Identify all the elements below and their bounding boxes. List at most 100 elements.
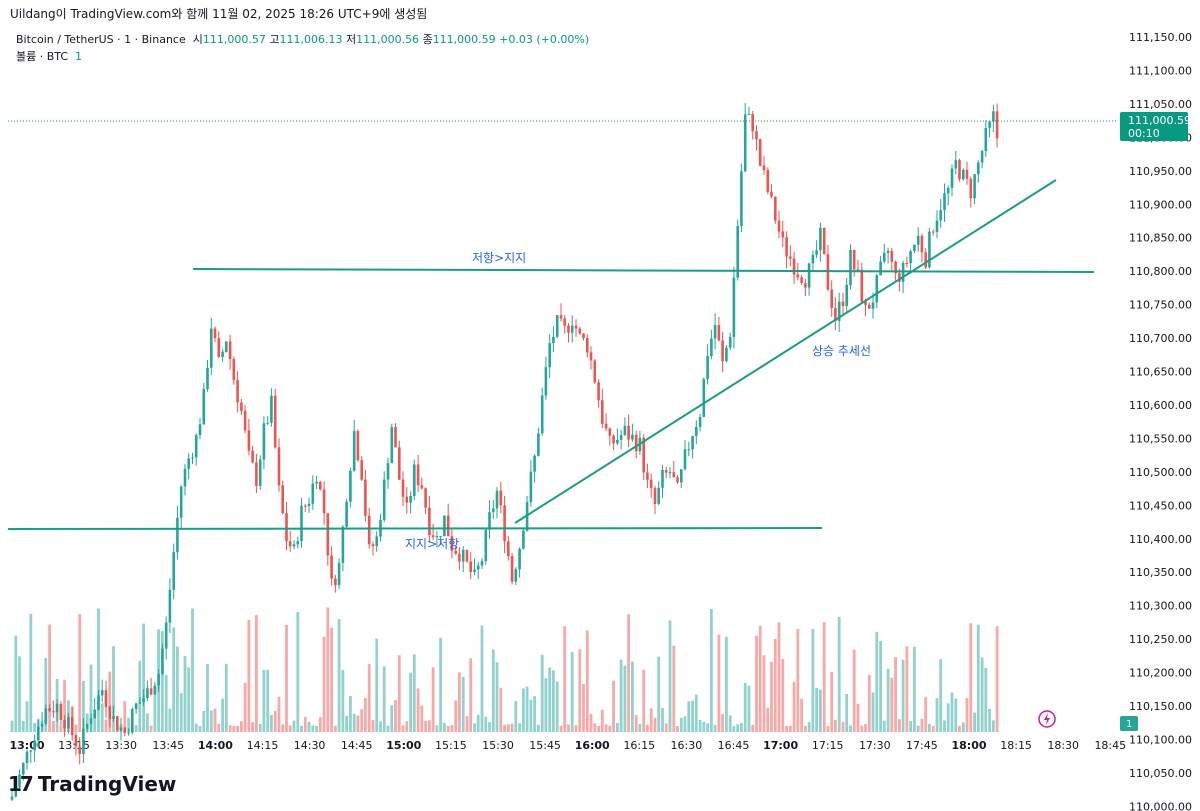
volume-bar xyxy=(522,688,525,732)
volume-bar xyxy=(781,658,785,732)
volume-bar xyxy=(740,723,743,732)
tradingview-logo-icon: 17 xyxy=(8,772,34,796)
candle-body xyxy=(375,536,378,547)
volume-bar xyxy=(379,721,382,732)
volume-bar xyxy=(642,669,646,732)
uptrend-line[interactable] xyxy=(514,179,1057,524)
volume-bar xyxy=(209,710,213,732)
candle-body xyxy=(774,196,777,221)
volume-bar xyxy=(59,725,63,732)
price-tick-label: 111,150.00 xyxy=(1129,31,1192,44)
time-axis[interactable]: 13:00 13:15 13:30 13:45 14:00 14:15 14:30 14:45… xyxy=(9,739,1126,752)
candle-body xyxy=(702,379,706,417)
support-resistance-annotation[interactable]: 지지>저항 xyxy=(405,537,459,551)
candle-body xyxy=(153,685,157,695)
candle-body xyxy=(326,513,330,556)
volume-bar xyxy=(401,725,405,732)
support-resistance-line[interactable] xyxy=(7,527,823,530)
volume-bar xyxy=(837,616,841,732)
volume-bar xyxy=(852,649,856,732)
volume-bar xyxy=(318,717,322,732)
price-axis[interactable]: 111,150.00111,100.00111,050.00111,000.00… xyxy=(1129,31,1192,811)
uptrend-annotation[interactable]: 상승 추세선 xyxy=(812,344,871,358)
volume-bar xyxy=(25,701,29,732)
candle-body xyxy=(540,395,544,434)
time-tick-label: 18:15 xyxy=(1000,739,1032,752)
time-tick-label: 14:15 xyxy=(247,739,279,752)
volume-bar xyxy=(864,724,867,732)
candle-body xyxy=(785,237,788,257)
candle-body xyxy=(962,169,965,180)
volume-bar xyxy=(721,714,724,732)
candle-body xyxy=(450,536,454,551)
volume-bar xyxy=(867,674,871,732)
candle-body xyxy=(601,400,604,424)
lightning-icon[interactable] xyxy=(1038,710,1056,728)
candle-body xyxy=(345,501,348,527)
volume-bar xyxy=(240,721,243,732)
symbol-name[interactable]: Bitcoin / TetherUS · 1 · Binance xyxy=(16,33,186,46)
volume-bar xyxy=(341,670,345,732)
volume-bar xyxy=(236,726,239,732)
candle-body xyxy=(552,336,555,344)
candle-body xyxy=(676,477,679,483)
tradingview-logo[interactable]: 17 TradingView xyxy=(8,772,176,796)
candle-body xyxy=(240,402,243,411)
volume-bar xyxy=(78,614,82,732)
low-label: 저 xyxy=(345,33,357,46)
candle-body xyxy=(792,258,796,275)
candle-body xyxy=(194,435,198,458)
volume-bar xyxy=(710,609,713,732)
volume-bar xyxy=(619,659,623,732)
volume-bar xyxy=(518,723,521,732)
price-label-countdown: 00:10 xyxy=(1128,127,1160,140)
volume-bar xyxy=(345,715,348,732)
volume-bar xyxy=(841,721,845,732)
candle-body xyxy=(67,716,70,729)
candle-body xyxy=(29,750,33,752)
volume-bar xyxy=(52,721,55,732)
candle-body xyxy=(762,165,766,170)
volume-bar xyxy=(834,719,837,732)
candle-body xyxy=(642,437,645,473)
volume-bar xyxy=(687,701,691,732)
volume-bar xyxy=(108,671,112,732)
volume-bar xyxy=(495,662,499,732)
resistance-support-line[interactable] xyxy=(192,268,1095,273)
volume-bar xyxy=(804,726,807,732)
volume-bar xyxy=(44,657,48,732)
volume-bar xyxy=(946,703,950,732)
candle-body xyxy=(439,536,442,538)
candle-body xyxy=(221,351,224,357)
volume-bar xyxy=(773,639,777,732)
volume-bar xyxy=(559,725,563,732)
candle-body xyxy=(743,114,747,172)
candle-body xyxy=(830,289,833,308)
volume-bar xyxy=(815,688,818,732)
candle-body xyxy=(928,231,931,268)
volume-bar xyxy=(886,668,890,732)
candle-body xyxy=(48,708,51,712)
volume-bar xyxy=(281,724,285,732)
candle-body xyxy=(984,128,988,152)
candle-body xyxy=(905,263,909,264)
candle-body xyxy=(939,210,942,221)
volume-bar xyxy=(270,715,273,732)
candle-body xyxy=(247,430,251,451)
volume-bar xyxy=(397,655,401,732)
candle-body xyxy=(371,544,375,547)
time-tick-label: 18:45 xyxy=(1094,739,1126,752)
candle-body xyxy=(217,338,221,357)
candle-body xyxy=(920,235,924,253)
price-tick-label: 111,050.00 xyxy=(1129,98,1192,111)
candle-body xyxy=(187,458,190,469)
volume-label[interactable]: 볼륨 · BTC xyxy=(16,50,69,63)
candle-body xyxy=(394,427,397,448)
volume-bar xyxy=(984,668,988,732)
candle-body xyxy=(311,483,315,504)
candle-body xyxy=(292,544,296,547)
resistance-support-annotation[interactable]: 저항>지지 xyxy=(472,251,526,265)
candle-body xyxy=(980,151,984,163)
volume-bar xyxy=(679,718,683,732)
